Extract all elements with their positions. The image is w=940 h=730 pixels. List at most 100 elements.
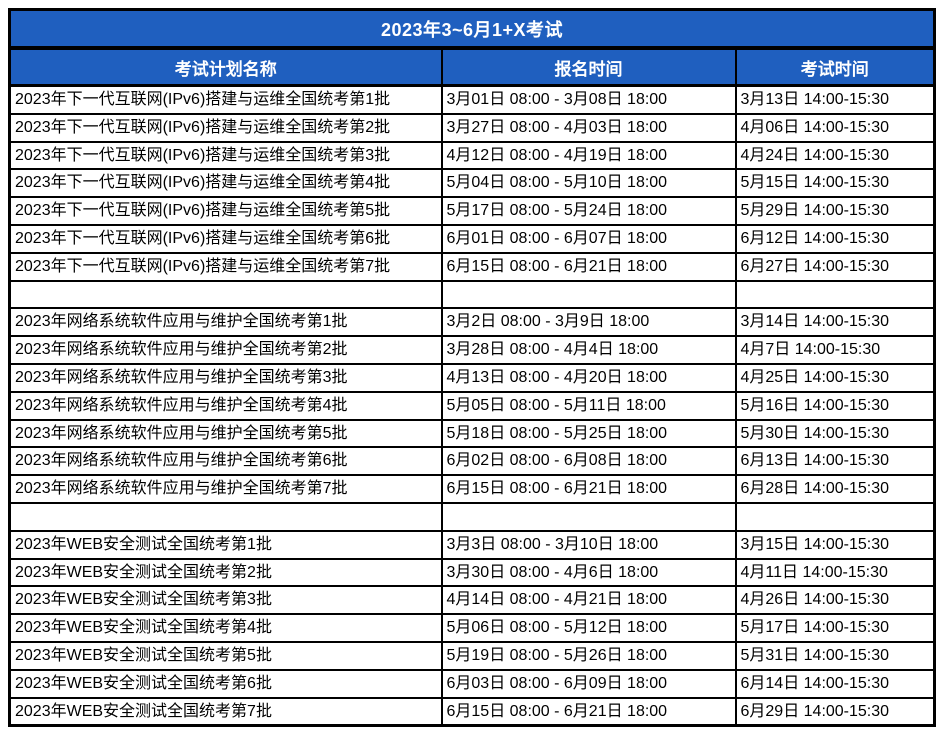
plan-name-cell: 2023年网络系统软件应用与维护全国统考第1批	[8, 307, 443, 338]
plan-name-cell: 2023年WEB安全测试全国统考第1批	[8, 529, 443, 560]
table-row: 2023年下一代互联网(IPv6)搭建与运维全国统考第6批 6月01日 08:00…	[8, 223, 936, 254]
column-header-exam-time: 考试时间	[734, 47, 936, 87]
plan-name-cell: 2023年WEB安全测试全国统考第5批	[8, 640, 443, 671]
registration-time-cell: 6月15日 08:00 - 6月21日 18:00	[440, 696, 737, 727]
registration-time-cell: 5月04日 08:00 - 5月10日 18:00	[440, 168, 737, 199]
table-row: 2023年下一代互联网(IPv6)搭建与运维全国统考第5批 5月17日 08:00…	[8, 196, 936, 226]
registration-time-cell: 5月17日 08:00 - 5月24日 18:00	[440, 196, 737, 226]
plan-name-cell: 2023年下一代互联网(IPv6)搭建与运维全国统考第6批	[8, 223, 443, 254]
table-row: 2023年WEB安全测试全国统考第2批 3月30日 08:00 - 4月6日 18…	[8, 557, 936, 588]
exam-time-cell: 5月17日 14:00-15:30	[734, 613, 936, 643]
exam-time-cell: 4月24日 14:00-15:30	[734, 140, 936, 171]
table-row: 2023年下一代互联网(IPv6)搭建与运维全国统考第7批 6月15日 08:00…	[8, 251, 936, 282]
exam-time-cell: 6月12日 14:00-15:30	[734, 223, 936, 254]
registration-time-cell: 4月14日 08:00 - 4月21日 18:00	[440, 585, 737, 616]
table-row: 2023年网络系统软件应用与维护全国统考第6批 6月02日 08:00 - 6月0…	[8, 446, 936, 477]
exam-time-cell: 6月13日 14:00-15:30	[734, 446, 936, 477]
exam-schedule-table: 2023年3~6月1+X考试 考试计划名称 报名时间 考试时间 2023年下一代…	[8, 8, 937, 728]
exam-time-cell: 5月31日 14:00-15:30	[734, 640, 936, 671]
table-row: 2023年WEB安全测试全国统考第6批 6月03日 08:00 - 6月09日 1…	[8, 668, 936, 699]
exam-time-cell: 5月15日 14:00-15:30	[734, 168, 936, 199]
table-row: 2023年WEB安全测试全国统考第7批 6月15日 08:00 - 6月21日 1…	[8, 696, 936, 727]
registration-time-cell: 5月18日 08:00 - 5月25日 18:00	[440, 418, 737, 449]
plan-name-cell: 2023年网络系统软件应用与维护全国统考第7批	[8, 474, 443, 504]
table-body: 2023年下一代互联网(IPv6)搭建与运维全国统考第1批 3月01日 08:00…	[8, 84, 936, 727]
plan-name-cell: 2023年WEB安全测试全国统考第4批	[8, 613, 443, 643]
registration-time-cell: 5月19日 08:00 - 5月26日 18:00	[440, 640, 737, 671]
plan-name-cell: 2023年网络系统软件应用与维护全国统考第6批	[8, 446, 443, 477]
exam-time-cell	[734, 501, 936, 532]
table-row: 2023年下一代互联网(IPv6)搭建与运维全国统考第2批 3月27日 08:00…	[8, 112, 936, 143]
table-row: 2023年网络系统软件应用与维护全国统考第2批 3月28日 08:00 - 4月4…	[8, 335, 936, 365]
title-row: 2023年3~6月1+X考试	[9, 9, 935, 50]
exam-time-cell: 4月7日 14:00-15:30	[734, 335, 936, 365]
table-row: 2023年WEB安全测试全国统考第1批 3月3日 08:00 - 3月10日 18…	[8, 529, 936, 560]
exam-time-cell: 3月15日 14:00-15:30	[734, 529, 936, 560]
registration-time-cell: 3月30日 08:00 - 4月6日 18:00	[440, 557, 737, 588]
exam-time-cell: 3月14日 14:00-15:30	[734, 307, 936, 338]
table-title: 2023年3~6月1+X考试	[9, 9, 935, 50]
plan-name-cell: 2023年下一代互联网(IPv6)搭建与运维全国统考第3批	[8, 140, 443, 171]
exam-time-cell: 4月25日 14:00-15:30	[734, 362, 936, 393]
registration-time-cell: 5月05日 08:00 - 5月11日 18:00	[440, 390, 737, 421]
plan-name-cell	[8, 279, 443, 310]
plan-name-cell	[8, 501, 443, 532]
plan-name-cell: 2023年下一代互联网(IPv6)搭建与运维全国统考第2批	[8, 112, 443, 143]
exam-time-cell: 3月13日 14:00-15:30	[734, 84, 936, 115]
registration-time-cell: 5月06日 08:00 - 5月12日 18:00	[440, 613, 737, 643]
registration-time-cell: 3月2日 08:00 - 3月9日 18:00	[440, 307, 737, 338]
registration-time-cell: 4月13日 08:00 - 4月20日 18:00	[440, 362, 737, 393]
registration-time-cell: 6月03日 08:00 - 6月09日 18:00	[440, 668, 737, 699]
registration-time-cell: 6月15日 08:00 - 6月21日 18:00	[440, 474, 737, 504]
table-row: 2023年WEB安全测试全国统考第3批 4月14日 08:00 - 4月21日 1…	[8, 585, 936, 616]
exam-time-cell: 4月26日 14:00-15:30	[734, 585, 936, 616]
exam-time-cell	[734, 279, 936, 310]
table-row: 2023年下一代互联网(IPv6)搭建与运维全国统考第4批 5月04日 08:00…	[8, 168, 936, 199]
table-row: 2023年下一代互联网(IPv6)搭建与运维全国统考第1批 3月01日 08:00…	[8, 84, 936, 115]
plan-name-cell: 2023年WEB安全测试全国统考第3批	[8, 585, 443, 616]
exam-time-cell: 5月16日 14:00-15:30	[734, 390, 936, 421]
table-row: 2023年WEB安全测试全国统考第4批 5月06日 08:00 - 5月12日 1…	[8, 613, 936, 643]
table-row: 2023年网络系统软件应用与维护全国统考第7批 6月15日 08:00 - 6月2…	[8, 474, 936, 504]
spacer-row	[8, 279, 936, 310]
registration-time-cell: 3月3日 08:00 - 3月10日 18:00	[440, 529, 737, 560]
registration-time-cell: 6月01日 08:00 - 6月07日 18:00	[440, 223, 737, 254]
registration-time-cell: 6月02日 08:00 - 6月08日 18:00	[440, 446, 737, 477]
exam-time-cell: 6月28日 14:00-15:30	[734, 474, 936, 504]
exam-time-cell: 6月27日 14:00-15:30	[734, 251, 936, 282]
exam-time-cell: 4月11日 14:00-15:30	[734, 557, 936, 588]
registration-time-cell	[440, 501, 737, 532]
plan-name-cell: 2023年网络系统软件应用与维护全国统考第5批	[8, 418, 443, 449]
exam-time-cell: 6月14日 14:00-15:30	[734, 668, 936, 699]
registration-time-cell: 3月01日 08:00 - 3月08日 18:00	[440, 84, 737, 115]
header-row: 考试计划名称 报名时间 考试时间	[8, 47, 936, 87]
exam-time-cell: 4月06日 14:00-15:30	[734, 112, 936, 143]
exam-time-cell: 5月29日 14:00-15:30	[734, 196, 936, 226]
registration-time-cell: 3月28日 08:00 - 4月4日 18:00	[440, 335, 737, 365]
column-header-plan-name: 考试计划名称	[8, 47, 443, 87]
plan-name-cell: 2023年网络系统软件应用与维护全国统考第4批	[8, 390, 443, 421]
plan-name-cell: 2023年网络系统软件应用与维护全国统考第2批	[8, 335, 443, 365]
table-row: 2023年下一代互联网(IPv6)搭建与运维全国统考第3批 4月12日 08:00…	[8, 140, 936, 171]
plan-name-cell: 2023年网络系统软件应用与维护全国统考第3批	[8, 362, 443, 393]
plan-name-cell: 2023年WEB安全测试全国统考第2批	[8, 557, 443, 588]
table-row: 2023年网络系统软件应用与维护全国统考第5批 5月18日 08:00 - 5月2…	[8, 418, 936, 449]
spacer-row	[8, 501, 936, 532]
registration-time-cell: 3月27日 08:00 - 4月03日 18:00	[440, 112, 737, 143]
table-row: 2023年WEB安全测试全国统考第5批 5月19日 08:00 - 5月26日 1…	[8, 640, 936, 671]
plan-name-cell: 2023年WEB安全测试全国统考第6批	[8, 668, 443, 699]
plan-name-cell: 2023年下一代互联网(IPv6)搭建与运维全国统考第5批	[8, 196, 443, 226]
table-row: 2023年网络系统软件应用与维护全国统考第1批 3月2日 08:00 - 3月9日…	[8, 307, 936, 338]
column-header-registration-time: 报名时间	[440, 47, 737, 87]
plan-name-cell: 2023年下一代互联网(IPv6)搭建与运维全国统考第7批	[8, 251, 443, 282]
plan-name-cell: 2023年WEB安全测试全国统考第7批	[8, 696, 443, 727]
exam-schedule-sheet: 2023年3~6月1+X考试 考试计划名称 报名时间 考试时间 2023年下一代…	[8, 8, 937, 728]
registration-time-cell: 4月12日 08:00 - 4月19日 18:00	[440, 140, 737, 171]
registration-time-cell	[440, 279, 737, 310]
plan-name-cell: 2023年下一代互联网(IPv6)搭建与运维全国统考第1批	[8, 84, 443, 115]
registration-time-cell: 6月15日 08:00 - 6月21日 18:00	[440, 251, 737, 282]
table-row: 2023年网络系统软件应用与维护全国统考第3批 4月13日 08:00 - 4月2…	[8, 362, 936, 393]
exam-time-cell: 5月30日 14:00-15:30	[734, 418, 936, 449]
exam-time-cell: 6月29日 14:00-15:30	[734, 696, 936, 727]
table-row: 2023年网络系统软件应用与维护全国统考第4批 5月05日 08:00 - 5月1…	[8, 390, 936, 421]
